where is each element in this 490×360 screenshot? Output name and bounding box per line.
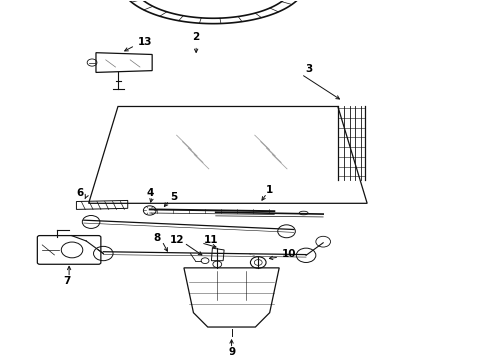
Text: 6: 6: [77, 188, 84, 198]
Text: 4: 4: [146, 188, 153, 198]
Text: 7: 7: [63, 276, 71, 286]
Text: 3: 3: [305, 64, 312, 74]
Text: 10: 10: [282, 249, 296, 259]
Text: 9: 9: [228, 347, 235, 357]
Text: 12: 12: [170, 235, 184, 245]
Text: 11: 11: [203, 235, 218, 245]
Text: 13: 13: [138, 37, 152, 47]
Text: 5: 5: [171, 192, 178, 202]
Text: 8: 8: [153, 233, 161, 243]
Text: 1: 1: [266, 185, 273, 195]
Text: 2: 2: [193, 32, 200, 41]
